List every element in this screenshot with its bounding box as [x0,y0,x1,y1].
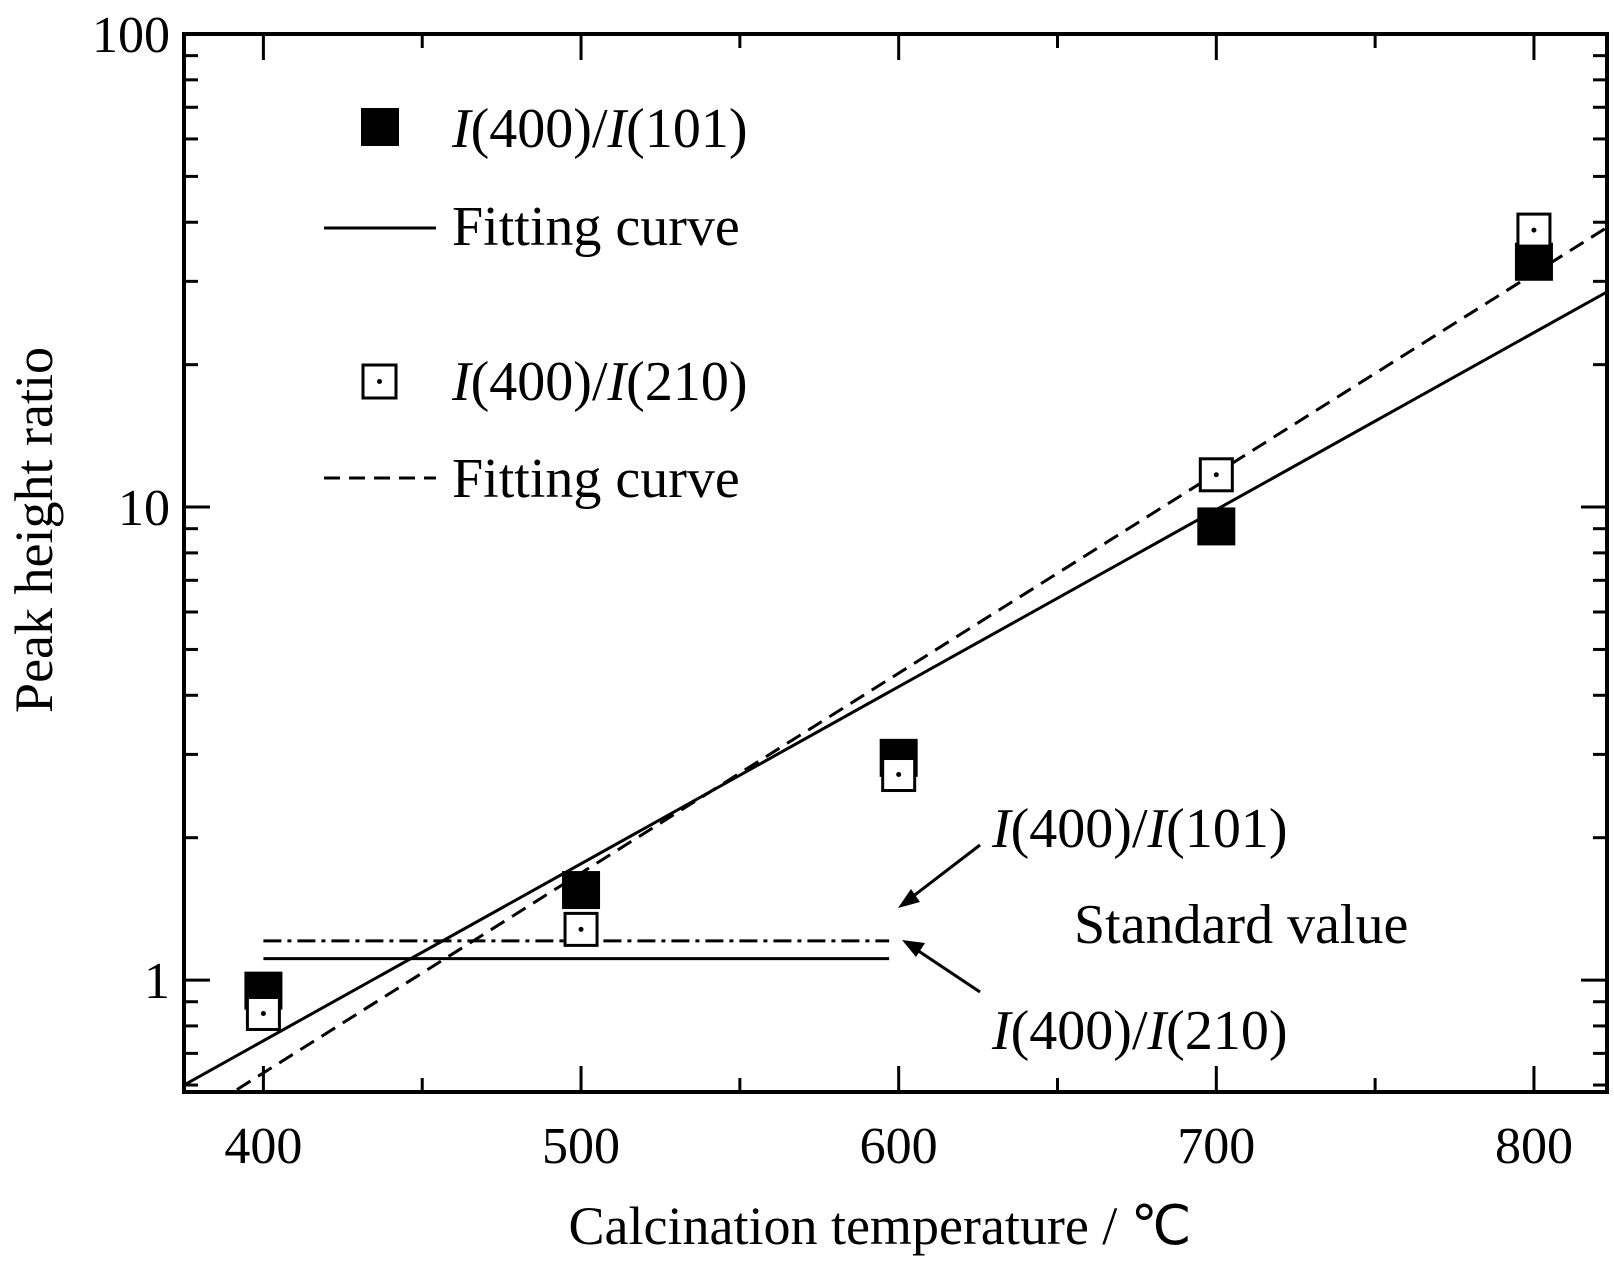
fit-lines [184,226,1607,1092]
point-series-2-dot [578,926,584,932]
plot-area [182,32,1609,1094]
arrow-head-210 [902,940,925,957]
legend-label-series-2: I(400)/I(210) [451,351,747,413]
point-series-1 [562,871,601,910]
x-tick-label: 800 [1495,1118,1573,1175]
data-marks [184,212,1607,1092]
legend-label-fit-1: Fitting curve [452,196,740,258]
standard-label-210: I(400)/I(210) [991,1000,1287,1062]
legend-label-series-1: I(400)/I(101) [451,98,747,160]
standard-value-label: Standard value [1074,894,1408,956]
point-series-1 [1514,242,1553,281]
arrow-line-101 [902,843,981,906]
y-tick-label: 100 [92,7,170,64]
point-series-1 [1197,507,1236,546]
arrow-head-101 [898,889,920,908]
x-tick-label: 700 [1177,1118,1255,1175]
fit-line-1 [184,290,1607,1087]
point-series-2 [1198,457,1234,493]
x-axis-title: Calcination temperature / ℃ [569,1196,1192,1256]
legend-label-fit-2: Fitting curve [452,448,740,510]
point-series-2-dot [1213,472,1219,478]
legend-marker-filled-square [361,108,399,146]
fit-line-2 [230,226,1607,1092]
y-tick-label: 1 [144,953,170,1010]
x-tick-label: 600 [860,1118,938,1175]
legend-marker-dot [377,379,382,384]
point-series-2-dot [260,1010,266,1016]
y-tick-label: 10 [118,480,170,537]
axis-ticks: 400 500 600 700 800 1 10 100 [92,7,1607,1175]
point-series-2-dot [1531,227,1537,233]
legend: I(400)/I(101) Fitting curve I(400)/I(210… [324,98,747,510]
point-series-2-dot [896,772,902,778]
standard-value-annotation: I(400)/I(101) Standard value I(400)/I(21… [898,798,1408,1062]
y-axis-title: Peak height ratio [4,347,64,713]
plot-frame [182,32,1609,1094]
x-tick-label: 400 [224,1118,302,1175]
arrow-line-210 [907,942,981,994]
standard-label-101: I(400)/I(101) [991,798,1287,860]
x-tick-label: 500 [542,1118,620,1175]
